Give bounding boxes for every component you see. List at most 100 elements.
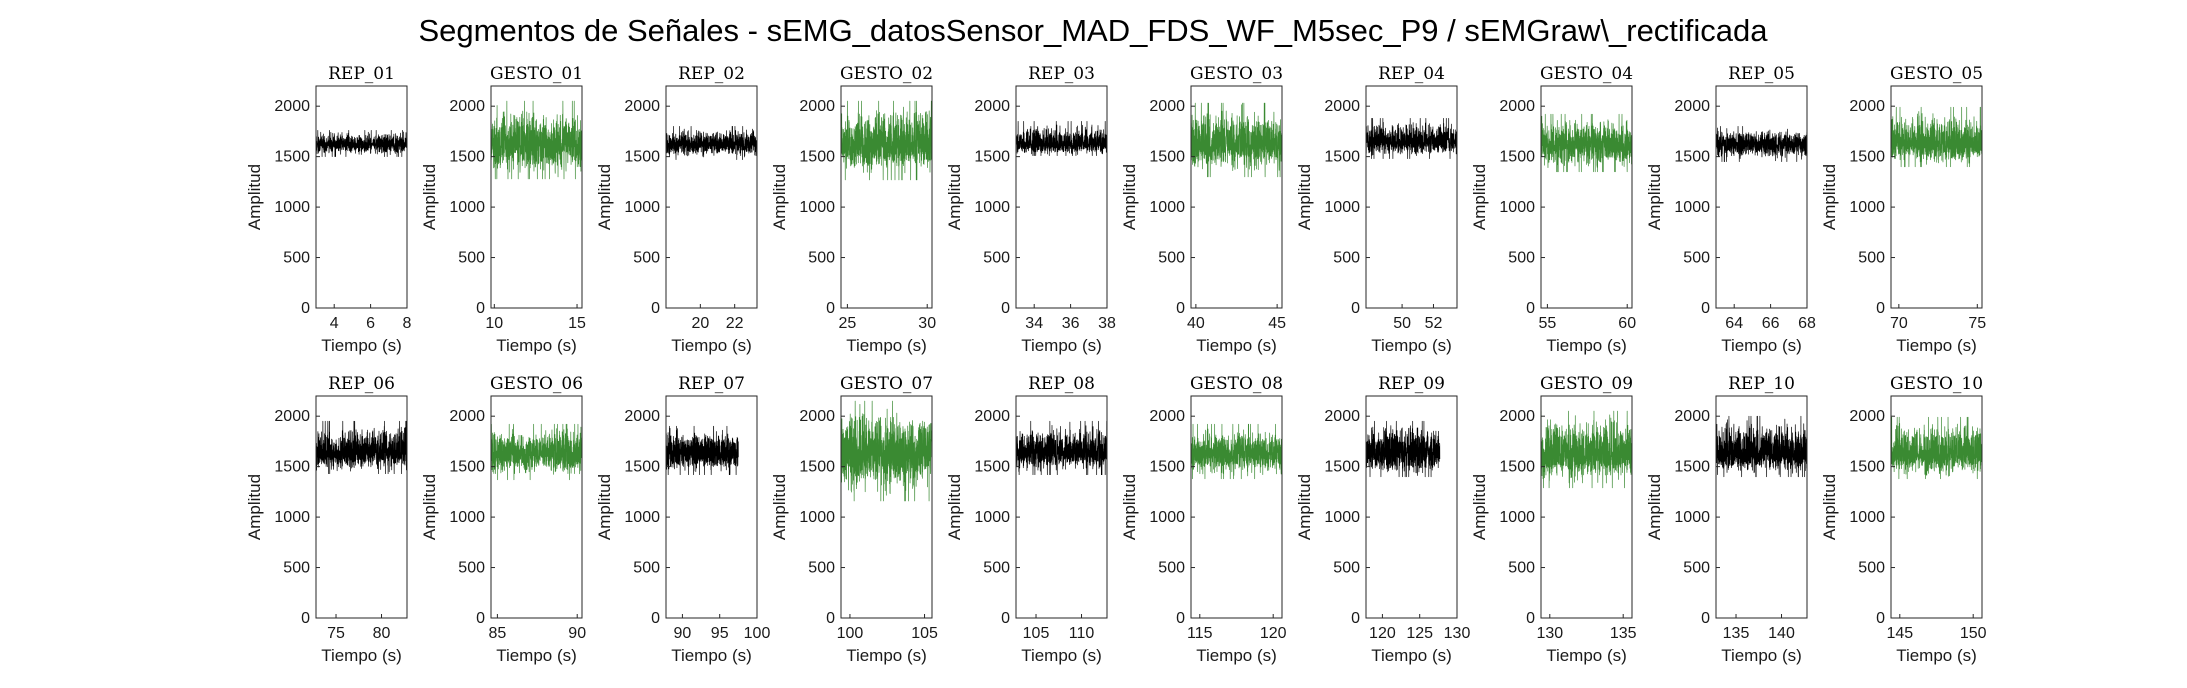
y-tick-label: 1500 [624, 459, 660, 476]
x-tick-label: 130 [1444, 625, 1471, 642]
y-tick-label: 1500 [1674, 459, 1710, 476]
subplot-rep-02: 0 500 1000 1500 2000 20 22 REP_02 Tiempo (s) Ampl… [595, 64, 758, 355]
plot-frame [1890, 395, 1983, 619]
y-tick-label: 1500 [974, 459, 1010, 476]
subplot-rep-05: 0 500 1000 1500 2000 64 66 68 REP_05 Tiempo (s) Am… [1645, 64, 1816, 355]
x-tick-label: 66 [1762, 315, 1780, 332]
y-tick-label: 2000 [974, 408, 1010, 425]
series-line-gesto-04 [1540, 113, 1633, 173]
x-axis-label: Tiempo (s) [1721, 336, 1802, 355]
y-tick-label: 1500 [449, 149, 485, 166]
y-tick-label: 0 [651, 300, 660, 317]
series-line-rep-06 [315, 420, 408, 475]
plot-frame [1715, 85, 1808, 309]
y-axis-label: Amplitud [245, 474, 264, 540]
y-tick-label: 500 [983, 560, 1010, 577]
subplot-title: GESTO_10 [1890, 374, 1983, 394]
y-axis-label: Amplitud [770, 164, 789, 230]
plot-frame [1015, 395, 1108, 619]
y-tick-label: 0 [1001, 610, 1010, 627]
x-axis-label: Tiempo (s) [671, 646, 752, 665]
subplot-title: REP_04 [1378, 64, 1445, 84]
subplot-title: GESTO_05 [1890, 64, 1983, 84]
y-axis-label: Amplitud [420, 474, 439, 540]
x-axis-label: Tiempo (s) [1546, 646, 1627, 665]
series-line-rep-02 [665, 126, 758, 161]
subplot-title: REP_09 [1378, 374, 1445, 394]
x-axis-label: Tiempo (s) [1021, 336, 1102, 355]
subplot-title: REP_08 [1028, 374, 1095, 394]
subplot-rep-10: 0 500 1000 1500 2000 135 140 REP_10 Tiempo (s) Am… [1645, 374, 1808, 665]
plot-frame [1365, 85, 1458, 309]
x-tick-label: 45 [1268, 315, 1286, 332]
y-tick-label: 1500 [1499, 149, 1535, 166]
subplot-title: GESTO_06 [490, 374, 583, 394]
y-tick-label: 2000 [449, 98, 485, 115]
y-tick-label: 1000 [449, 199, 485, 216]
y-axis-label: Amplitud [1295, 164, 1314, 230]
x-tick-label: 22 [726, 315, 744, 332]
y-axis-label: Amplitud [770, 474, 789, 540]
y-tick-label: 1500 [1499, 459, 1535, 476]
x-tick-label: 90 [674, 625, 692, 642]
plot-frame [490, 85, 583, 309]
x-axis-label: Tiempo (s) [1196, 336, 1277, 355]
x-tick-label: 30 [918, 315, 936, 332]
x-tick-label: 140 [1768, 625, 1795, 642]
x-tick-label: 100 [837, 625, 864, 642]
subplot-gesto-10: 0 500 1000 1500 2000 145 150 GESTO_10 Tiempo (s)… [1820, 374, 1987, 665]
x-tick-label: 105 [1023, 625, 1050, 642]
y-tick-label: 1000 [1849, 509, 1885, 526]
series-line-rep-04 [1365, 117, 1458, 159]
subplot-title: REP_06 [328, 374, 395, 394]
subplot-rep-09: 0 500 1000 1500 2000 120 125 130 REP_09 Tiempo (s… [1295, 374, 1470, 665]
x-tick-label: 64 [1725, 315, 1743, 332]
x-axis-label: Tiempo (s) [1896, 646, 1977, 665]
x-tick-label: 8 [403, 315, 412, 332]
y-tick-label: 0 [476, 300, 485, 317]
y-tick-label: 2000 [624, 408, 660, 425]
y-tick-label: 500 [1858, 560, 1885, 577]
y-tick-label: 1000 [274, 199, 310, 216]
plot-frame [840, 395, 933, 619]
x-tick-label: 60 [1618, 315, 1636, 332]
plot-frame [1365, 395, 1458, 619]
subplot-rep-04: 0 500 1000 1500 2000 50 52 REP_04 Tiempo (s) Ampl… [1295, 64, 1458, 355]
y-tick-label: 500 [1333, 250, 1360, 267]
y-tick-label: 1000 [274, 509, 310, 526]
y-tick-label: 1000 [1674, 509, 1710, 526]
series-line-gesto-05 [1890, 106, 1983, 168]
y-tick-label: 500 [1683, 250, 1710, 267]
y-axis-label: Amplitud [945, 474, 964, 540]
x-axis-label: Tiempo (s) [1546, 336, 1627, 355]
y-tick-label: 1500 [624, 149, 660, 166]
y-tick-label: 1500 [1674, 149, 1710, 166]
subplot-title: REP_03 [1028, 64, 1095, 84]
subplot-title: GESTO_02 [840, 64, 933, 84]
y-tick-label: 2000 [1849, 98, 1885, 115]
x-tick-label: 135 [1723, 625, 1750, 642]
subplot-rep-01: 0 500 1000 1500 2000 4 6 8 REP_01 Tiempo (s) Ampli… [245, 64, 412, 355]
y-tick-label: 1500 [1324, 149, 1360, 166]
subplot-title: GESTO_07 [840, 374, 933, 394]
plot-frame [1015, 85, 1108, 309]
x-tick-label: 68 [1798, 315, 1816, 332]
x-axis-label: Tiempo (s) [671, 336, 752, 355]
y-tick-label: 0 [1176, 610, 1185, 627]
y-tick-label: 1000 [1499, 509, 1535, 526]
y-tick-label: 0 [1526, 610, 1535, 627]
subplot-gesto-08: 0 500 1000 1500 2000 115 120 GESTO_08 Tiempo (s)… [1120, 374, 1287, 665]
y-tick-label: 500 [283, 560, 310, 577]
y-tick-label: 500 [1508, 560, 1535, 577]
x-tick-label: 115 [1187, 625, 1213, 642]
y-tick-label: 1500 [799, 149, 835, 166]
y-tick-label: 2000 [1324, 98, 1360, 115]
subplot-title: GESTO_04 [1540, 64, 1633, 84]
x-tick-label: 38 [1098, 315, 1116, 332]
y-tick-label: 0 [1876, 610, 1885, 627]
series-line-rep-05 [1715, 126, 1808, 163]
y-tick-label: 1000 [1849, 199, 1885, 216]
x-tick-label: 125 [1406, 625, 1433, 642]
plot-frame [1890, 85, 1983, 309]
y-tick-label: 0 [826, 300, 835, 317]
